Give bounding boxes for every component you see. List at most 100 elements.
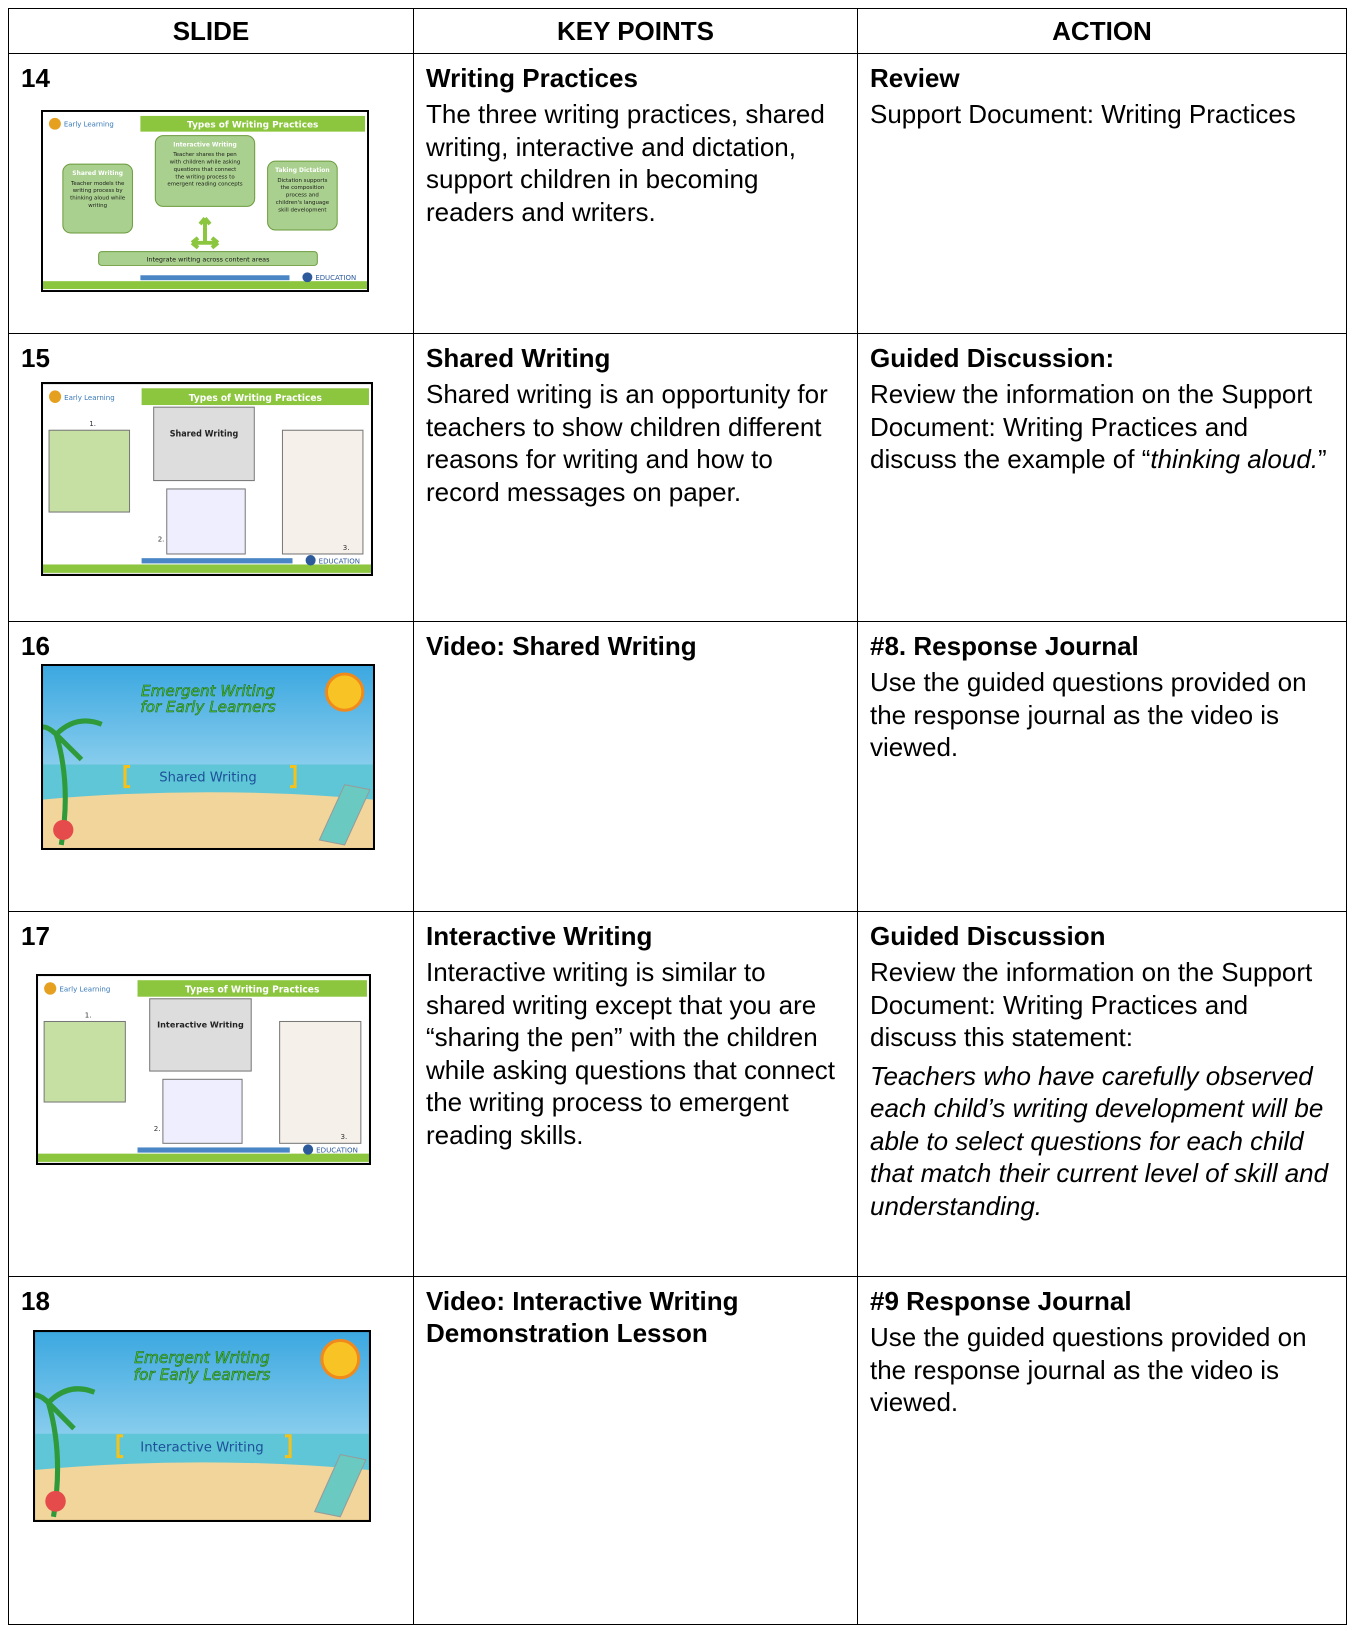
photo-number: 3. <box>343 543 350 552</box>
caption-brackets <box>123 765 297 789</box>
action-cell: Review Support Document: Writing Practice… <box>857 53 1347 334</box>
box-line: children's language <box>276 200 330 206</box>
photo-number: 2. <box>154 1124 161 1133</box>
box-line: process and <box>286 193 319 199</box>
action-cell: Guided Discussion: Review the information… <box>857 333 1347 622</box>
photo-label: Interactive Writing <box>157 1020 244 1030</box>
slide-title: Types of Writing Practices <box>187 121 318 131</box>
slide-blue-bar <box>140 275 290 281</box>
table-row: 18 Emergent Writing for Early Learners Inte… <box>8 1276 1347 1625</box>
slide-number: 17 <box>21 921 50 951</box>
slide-thumbnail: Types of Writing Practices Early Learning… <box>41 382 373 576</box>
photo <box>48 429 131 513</box>
logo-text: Early Learning <box>64 121 114 129</box>
slide-blue-bar <box>141 558 293 564</box>
box-line: skill development <box>278 207 326 213</box>
box-title: Interactive Writing <box>173 141 237 148</box>
slide-number: 16 <box>21 631 50 661</box>
header-cell: ACTION <box>857 8 1347 54</box>
action-text: Use the guided questions provided on the… <box>870 1322 1307 1417</box>
slide-footer-bar <box>42 281 368 290</box>
photo <box>149 998 252 1072</box>
video-caption: Shared Writing <box>159 771 256 786</box>
seal-icon <box>302 1144 314 1155</box>
lesson-table: SLIDE KEY POINTS ACTION 14 Types of Writi… <box>8 8 1347 1625</box>
video-title: for Early Learners <box>134 1366 271 1384</box>
seal-icon <box>305 555 316 566</box>
slide-footer-bar <box>38 1153 369 1162</box>
key-points-cell: Video: Interactive Writing Demonstration… <box>413 1276 858 1625</box>
action-paragraph: Support Document: Writing Practices <box>870 98 1338 131</box>
action-paragraph: Review the information on the Support Do… <box>870 378 1338 476</box>
photo <box>43 1020 126 1103</box>
header-cell: KEY POINTS <box>413 8 858 54</box>
action-paragraph: Teachers who have carefully observed eac… <box>870 1060 1338 1223</box>
action-text: Support Document: Writing Practices <box>870 99 1296 129</box>
box-line: emergent reading concepts <box>167 182 242 188</box>
header-row: SLIDE KEY POINTS ACTION <box>8 8 1347 54</box>
footer-text: Integrate writing across content areas <box>146 256 270 264</box>
photo-number: 1. <box>89 419 96 428</box>
photo <box>153 406 255 482</box>
logo-icon <box>48 117 61 130</box>
slide-number: 15 <box>21 343 50 373</box>
sand <box>33 1462 371 1522</box>
arrows <box>190 216 220 250</box>
action-title: Guided Discussion: <box>870 343 1115 373</box>
action-cell: Guided Discussion Review the information … <box>857 911 1347 1277</box>
box-title: Taking Dictation <box>275 167 329 174</box>
box-line: the composition <box>280 185 324 191</box>
video-caption: Interactive Writing <box>140 1440 263 1455</box>
slide-footer-bar <box>43 564 371 573</box>
photo-label: Shared Writing <box>170 428 239 438</box>
diagram-box <box>154 135 256 207</box>
action-title: #8. Response Journal <box>870 631 1139 661</box>
key-title: Video: Shared Writing <box>426 631 697 661</box>
sun <box>324 672 365 712</box>
slide-cell: 16 Emergent Writing for Early Learners Shar… <box>8 621 414 912</box>
key-title: Shared Writing <box>426 343 611 373</box>
slide-title: Types of Writing Practices <box>185 985 320 996</box>
key-text: Interactive writing is similar to shared… <box>426 957 836 1150</box>
photo <box>166 488 246 555</box>
slide-thumbnail: Types of Writing Practices Early Learning… <box>41 110 369 292</box>
ball <box>53 819 74 840</box>
table-row: 15 Types of Writing Practices Early Learni… <box>8 333 1347 622</box>
logo-icon <box>44 982 57 995</box>
slide-number: 14 <box>21 63 50 93</box>
slide-title: Types of Writing Practices <box>189 393 323 404</box>
key-title: Writing Practices <box>426 63 638 93</box>
action-text: Teachers who have carefully observed eac… <box>870 1060 1329 1221</box>
chair <box>313 1453 367 1518</box>
key-title: Interactive Writing <box>426 921 653 951</box>
action-text: thinking aloud. <box>1150 444 1319 474</box>
action-text: Review the information on the Support Do… <box>870 957 1313 1052</box>
photo-number: 1. <box>85 1010 92 1019</box>
photo <box>279 1020 362 1144</box>
box-line: Dictation supports <box>277 178 327 184</box>
slide-cell: 15 Types of Writing Practices Early Learni… <box>8 333 414 622</box>
video-title: for Early Learners <box>140 698 275 716</box>
photo-number: 2. <box>158 534 165 543</box>
logo-text: Early Learning <box>64 393 115 402</box>
table-row: 16 Emergent Writing for Early Learners Shar… <box>8 621 1347 912</box>
slide-cell: 14 Types of Writing Practices Early Learni… <box>8 53 414 334</box>
seal-text: EDUCATION <box>316 1146 358 1155</box>
slide-thumbnail: Types of Writing Practices Early Learning… <box>36 974 371 1165</box>
key-points-cell: Interactive Writing Interactive writing i… <box>413 911 858 1277</box>
key-points-cell: Video: Shared Writing <box>413 621 858 912</box>
photo <box>162 1078 243 1144</box>
box-line: writing process by <box>73 188 124 194</box>
photo-number: 3. <box>341 1132 348 1141</box>
box-line: Teacher shares the pen <box>172 152 237 158</box>
action-title: Guided Discussion <box>870 921 1106 951</box>
ball <box>45 1490 66 1512</box>
video-title: Emergent Writing <box>141 682 275 700</box>
box-title: Shared Writing <box>72 170 123 177</box>
action-cell: #9 Response Journal Use the guided questi… <box>857 1276 1347 1625</box>
box-line: questions that connect <box>174 167 237 173</box>
logo-text: Early Learning <box>59 984 110 993</box>
